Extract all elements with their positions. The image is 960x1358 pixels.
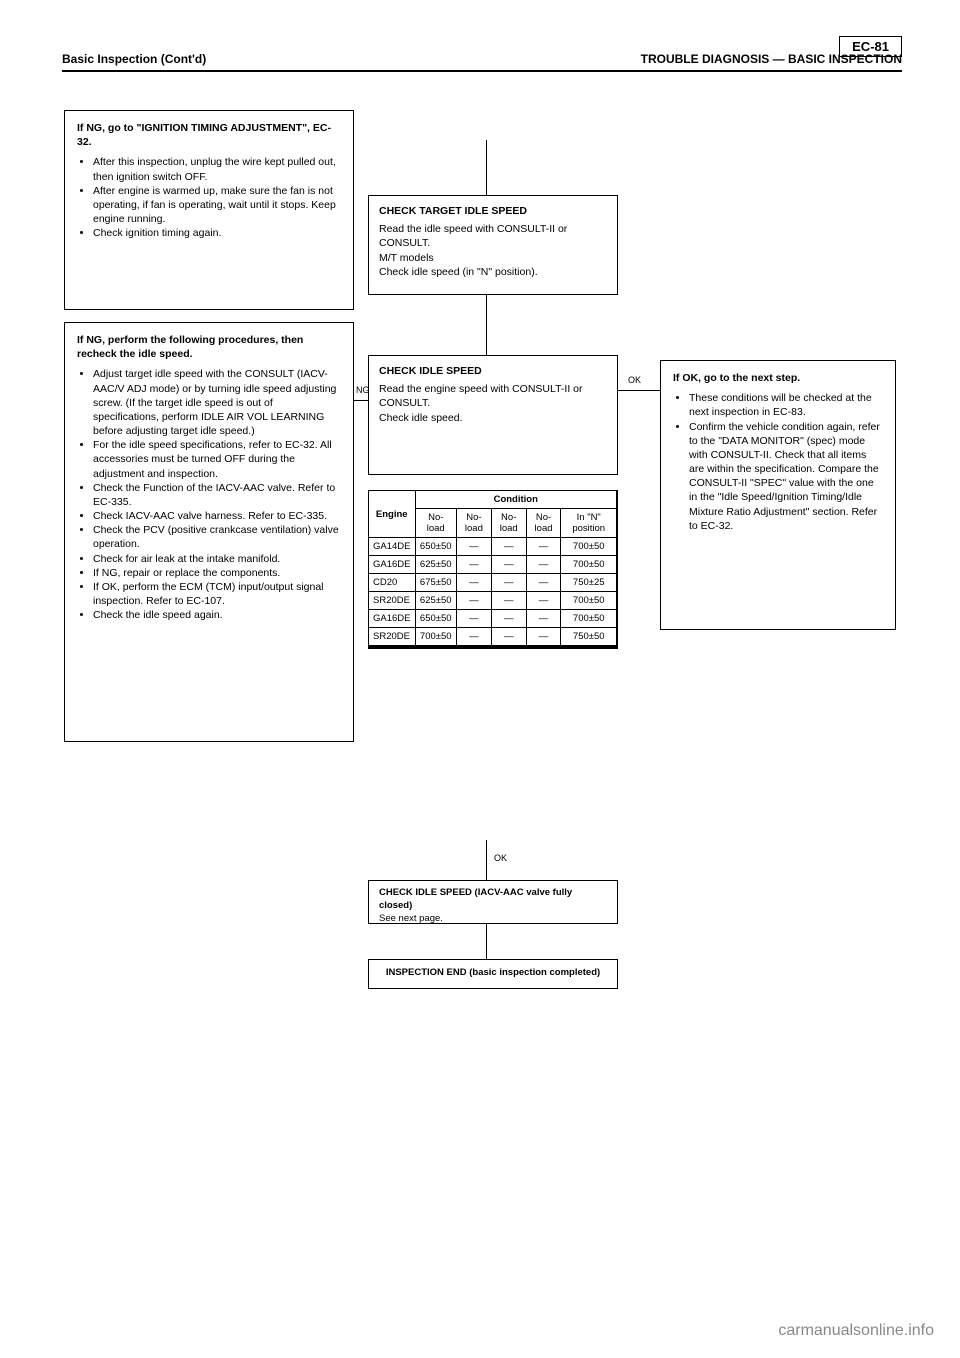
b5-title: CHECK IDLE SPEED (IACV-AAC valve fully c…: [379, 887, 607, 913]
b3-body-0: Read the idle speed with CONSULT-II or C…: [379, 222, 607, 250]
lb-item-6: If NG, repair or replace the components.: [93, 566, 341, 580]
b4-body-1: Check idle speed.: [379, 411, 607, 425]
b4-title: CHECK IDLE SPEED: [379, 364, 607, 378]
line-ok-right: [618, 390, 660, 391]
table-row: GA14DE650±50———700±50: [369, 538, 617, 556]
tbl-sub-1: No-load: [456, 509, 491, 538]
footer-watermark: carmanualsonline.info: [778, 1322, 934, 1340]
flow-box-b5: CHECK IDLE SPEED (IACV-AAC valve fully c…: [368, 880, 618, 924]
line-b3-b4: [486, 295, 487, 355]
left-big-info-box: If NG, perform the following procedures,…: [64, 322, 354, 742]
lb-item-2: Check the Function of the IACV-AAC valve…: [93, 481, 341, 509]
table-row: GA16DE625±50———700±50: [369, 556, 617, 574]
left-top-info-box: If NG, go to "IGNITION TIMING ADJUSTMENT…: [64, 110, 354, 310]
rb-list: These conditions will be checked at the …: [689, 391, 883, 533]
rb-item-0: These conditions will be checked at the …: [689, 391, 883, 419]
tbl-col1-hdr: Engine: [369, 491, 415, 538]
lb-item-0: Adjust target idle speed with the CONSUL…: [93, 367, 341, 438]
lt-item-2: Check ignition timing again.: [93, 226, 341, 240]
lb-item-4: Check the PCV (positive crankcase ventil…: [93, 523, 341, 551]
right-info-box: If OK, go to the next step. These condit…: [660, 360, 896, 630]
lb-item-5: Check for air leak at the intake manifol…: [93, 552, 341, 566]
line-tbl-b5: [486, 840, 487, 880]
table-row: CD20675±50———750±25: [369, 574, 617, 592]
b3-body-2: Check idle speed (in "N" position).: [379, 265, 607, 279]
tbl-sub-4: In "N" position: [561, 509, 617, 538]
lt-item-0: After this inspection, unplug the wire k…: [93, 155, 341, 183]
b3-body-1: M/T models: [379, 251, 607, 265]
table-row: GA16DE650±50———700±50: [369, 610, 617, 628]
header-rule: [62, 70, 902, 72]
tbl-sub-3: No-load: [526, 509, 561, 538]
b3-title: CHECK TARGET IDLE SPEED: [379, 204, 607, 218]
tbl-sub-0: No-load: [415, 509, 456, 538]
label-ok-down: OK: [494, 852, 507, 864]
rb-item-1: Confirm the vehicle condition again, ref…: [689, 420, 883, 533]
spec-table: Engine Condition No-load No-load No-load…: [368, 490, 618, 649]
page: EC-81 Basic Inspection (Cont'd) TROUBLE …: [0, 0, 960, 1358]
b6-title: INSPECTION END (basic inspection complet…: [379, 967, 607, 980]
b4-body-0: Read the engine speed with CONSULT-II or…: [379, 382, 607, 410]
lt-list: After this inspection, unplug the wire k…: [93, 155, 341, 240]
label-ng: NG: [356, 384, 370, 396]
tbl-sub-2: No-load: [491, 509, 526, 538]
line-ng-left: [354, 400, 368, 401]
lb-item-8: Check the idle speed again.: [93, 608, 341, 622]
lb-item-3: Check IACV-AAC valve harness. Refer to E…: [93, 509, 341, 523]
spec-table-inner: Engine Condition No-load No-load No-load…: [369, 491, 617, 646]
flow-box-b3: CHECK TARGET IDLE SPEED Read the idle sp…: [368, 195, 618, 295]
lb-list: Adjust target idle speed with the CONSUL…: [93, 367, 341, 622]
lb-lead: If NG, perform the following procedures,…: [77, 333, 341, 361]
header-right: TROUBLE DIAGNOSIS — BASIC INSPECTION: [641, 52, 902, 66]
line-b5-b6: [486, 924, 487, 959]
tbl-hdr1: Condition: [415, 491, 617, 509]
b5-body: See next page.: [379, 913, 607, 926]
flow-box-b6: INSPECTION END (basic inspection complet…: [368, 959, 618, 989]
lt-item-1: After engine is warmed up, make sure the…: [93, 184, 341, 227]
lb-item-1: For the idle speed specifications, refer…: [93, 438, 341, 481]
rb-lead: If OK, go to the next step.: [673, 371, 883, 385]
lt-lead: If NG, go to "IGNITION TIMING ADJUSTMENT…: [77, 121, 341, 149]
line-in-top: [486, 140, 487, 195]
lb-item-7: If OK, perform the ECM (TCM) input/outpu…: [93, 580, 341, 608]
header-left: Basic Inspection (Cont'd): [62, 52, 206, 66]
table-row: SR20DE625±50———700±50: [369, 592, 617, 610]
tbl-bottom-rule: [369, 646, 617, 648]
label-ok-right: OK: [628, 374, 641, 386]
flow-box-b4: CHECK IDLE SPEED Read the engine speed w…: [368, 355, 618, 475]
table-row: SR20DE700±50———750±50: [369, 628, 617, 646]
